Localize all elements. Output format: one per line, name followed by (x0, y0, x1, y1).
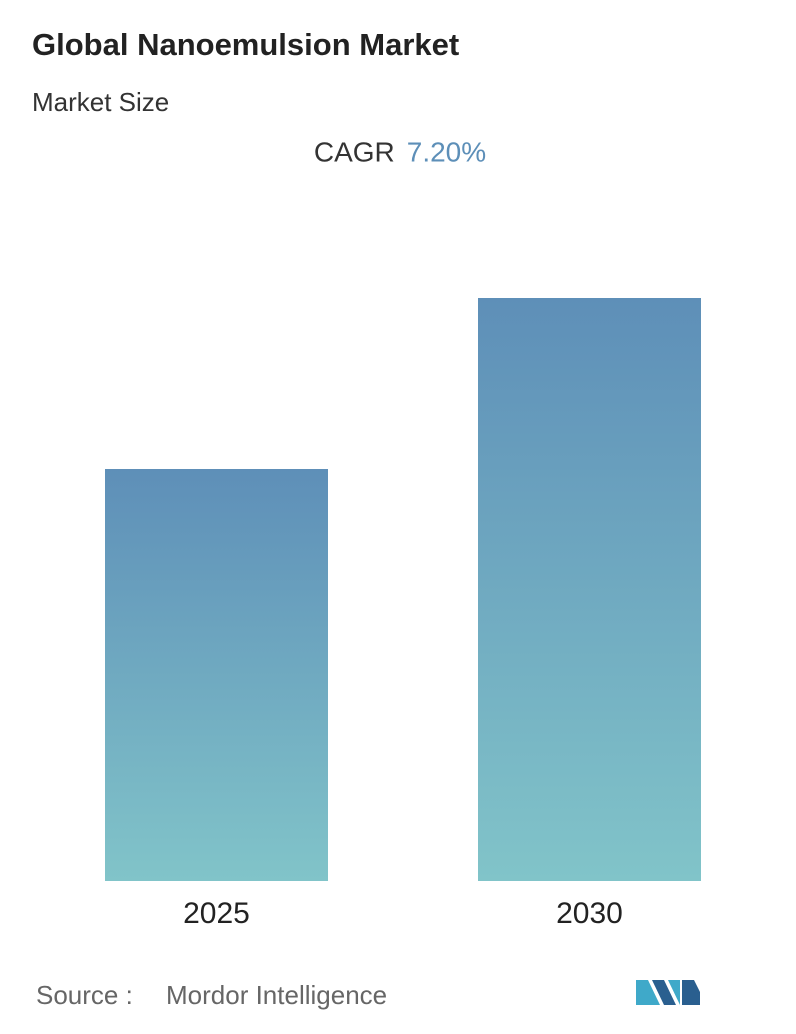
x-tick-label: 2030 (556, 897, 623, 930)
bar (105, 469, 328, 881)
chart-title: Global Nanoemulsion Market (32, 27, 459, 62)
chart-subtitle: Market Size (32, 87, 169, 117)
cagr-label: CAGR (314, 136, 395, 167)
source: Mordor Intelligence (166, 980, 387, 1010)
cagr-value: 7.20% (407, 136, 486, 167)
source-label: Source : (36, 980, 133, 1010)
logo (636, 980, 700, 1005)
x-tick-label: 2025 (183, 897, 250, 930)
bar (478, 298, 701, 881)
